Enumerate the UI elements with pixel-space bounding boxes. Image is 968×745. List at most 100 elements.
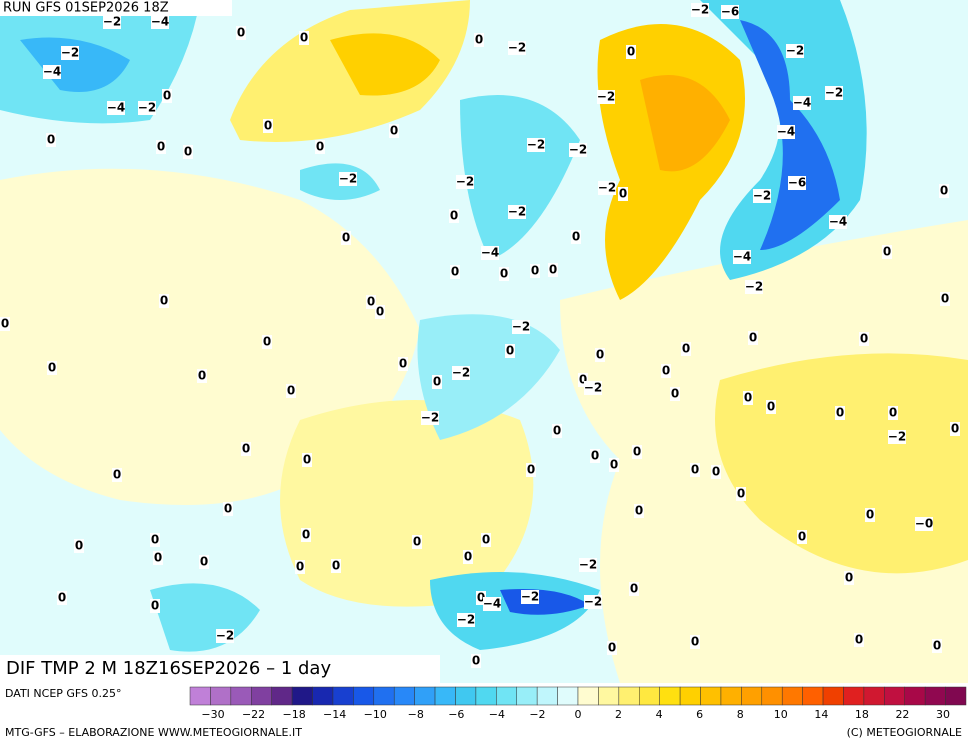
color-swatch xyxy=(536,686,558,706)
label-bg xyxy=(286,384,296,398)
contour-label: 0 xyxy=(860,332,868,346)
contour-label: −4 xyxy=(777,125,795,139)
contour-label: 0 xyxy=(836,406,844,420)
color-swatch xyxy=(679,686,701,706)
contour-label: 0 xyxy=(610,458,618,472)
contour-label: −2 xyxy=(584,595,602,609)
contour-label: −2 xyxy=(421,411,439,425)
contour-label: 0 xyxy=(399,357,407,371)
colorbar-tick-label: −18 xyxy=(283,708,306,721)
colorbar-tick-label: 18 xyxy=(855,708,869,721)
color-swatch xyxy=(516,686,538,706)
label-bg xyxy=(315,140,325,154)
color-swatch xyxy=(271,686,293,706)
label-bg xyxy=(162,89,172,103)
colorbar-tick-label: −2 xyxy=(529,708,545,721)
color-swatch xyxy=(884,686,905,706)
contour-label: 0 xyxy=(332,559,340,573)
contour-label: 0 xyxy=(845,571,853,585)
contour-label: −2 xyxy=(216,629,234,643)
contour-label: −4 xyxy=(151,15,169,29)
label-bg xyxy=(865,508,875,522)
label-bg xyxy=(505,344,515,358)
contour-label: 0 xyxy=(627,45,635,59)
label-bg xyxy=(236,26,246,40)
colorbar-tick-label: −10 xyxy=(364,708,387,721)
contour-label: −4 xyxy=(483,597,501,611)
contour-label: −4 xyxy=(481,246,499,260)
label-bg xyxy=(595,348,605,362)
color-swatch xyxy=(251,686,272,706)
label-bg xyxy=(341,231,351,245)
contour-label: 0 xyxy=(767,400,775,414)
contour-label: 0 xyxy=(1,317,9,331)
map-title: DIF TMP 2 M 18Z16SEP2026 – 1 day xyxy=(6,658,331,679)
contour-label: 0 xyxy=(413,535,421,549)
label-bg xyxy=(481,533,491,547)
colorbar-tick-label: −22 xyxy=(242,708,265,721)
contour-label: 0 xyxy=(933,639,941,653)
color-swatch xyxy=(393,686,415,706)
label-bg xyxy=(452,366,470,380)
label-bg xyxy=(389,124,399,138)
label-bg xyxy=(46,133,56,147)
contour-label: −4 xyxy=(793,96,811,110)
label-bg xyxy=(743,391,753,405)
color-swatch xyxy=(434,686,456,706)
run-box xyxy=(0,0,232,16)
contour-label: 0 xyxy=(316,140,324,154)
contour-label: 0 xyxy=(798,530,806,544)
contour-label: 0 xyxy=(855,633,863,647)
contour-label: 0 xyxy=(184,145,192,159)
color-swatch xyxy=(496,686,517,706)
contour-label: 0 xyxy=(451,265,459,279)
contour-label: 0 xyxy=(951,422,959,436)
label-bg xyxy=(597,90,615,104)
label-bg xyxy=(199,555,209,569)
contour-label: −2 xyxy=(508,205,526,219)
contour-label: 0 xyxy=(263,335,271,349)
label-bg xyxy=(634,504,644,518)
label-bg xyxy=(552,424,562,438)
contour-label: 0 xyxy=(749,331,757,345)
label-bg xyxy=(375,305,385,319)
contour-label: 0 xyxy=(151,533,159,547)
label-bg xyxy=(915,517,933,531)
label-bg xyxy=(632,445,642,459)
label-bg xyxy=(950,422,960,436)
label-bg xyxy=(681,342,691,356)
contour-label: 0 xyxy=(390,124,398,138)
label-bg xyxy=(939,184,949,198)
contour-label: 0 xyxy=(160,294,168,308)
contour-label: 0 xyxy=(200,555,208,569)
label-bg xyxy=(216,629,234,643)
contour-label: −2 xyxy=(579,558,597,572)
contour-label: 0 xyxy=(941,292,949,306)
label-bg xyxy=(0,317,10,331)
label-bg xyxy=(690,635,700,649)
label-bg xyxy=(103,15,121,29)
contour-label: 0 xyxy=(475,33,483,47)
color-swatch xyxy=(414,686,436,706)
color-swatch xyxy=(843,686,865,706)
label-bg xyxy=(301,528,311,542)
contour-label: 0 xyxy=(671,387,679,401)
color-swatch xyxy=(720,686,742,706)
color-swatch xyxy=(945,686,967,706)
contour-label: 0 xyxy=(450,209,458,223)
contour-label: 0 xyxy=(464,550,472,564)
label-bg xyxy=(263,119,273,133)
label-bg xyxy=(793,96,811,110)
contour-label: 0 xyxy=(47,133,55,147)
contour-label: 0 xyxy=(630,582,638,596)
contour-label: 0 xyxy=(712,465,720,479)
label-bg xyxy=(302,453,312,467)
label-bg xyxy=(74,539,84,553)
contour-label: 0 xyxy=(367,295,375,309)
label-bg xyxy=(548,263,558,277)
contour-label: 0 xyxy=(940,184,948,198)
label-bg xyxy=(112,468,122,482)
contour-label: −2 xyxy=(691,3,709,17)
label-bg xyxy=(527,138,545,152)
